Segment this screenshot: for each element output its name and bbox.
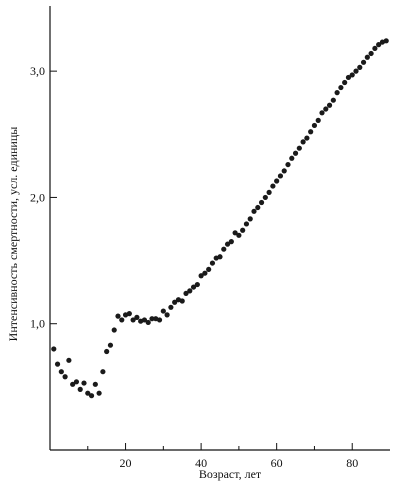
data-point [149,316,155,322]
data-point [232,230,238,236]
axes [49,6,390,451]
data-point [334,90,340,96]
data-point [281,168,287,174]
data-point [54,361,61,367]
data-point [130,317,136,323]
data-point [326,102,333,108]
data-point [364,54,370,60]
data-point [266,189,272,195]
data-point [100,369,106,375]
data-point [311,122,318,129]
tick-labels: 20 40 60 80 1,0 2,0 3,0 [30,64,358,470]
data-point [319,110,325,116]
data-point [277,173,284,179]
data-point [77,386,83,392]
data-point [88,393,95,399]
data-point [360,59,367,65]
data-point [349,72,355,78]
data-point [228,239,234,245]
data-point [160,308,166,314]
data-point [285,161,291,168]
data-point [66,357,72,363]
data-point [156,317,163,323]
data-point [304,135,310,141]
data-point [251,208,257,214]
x-tick-label: 60 [271,456,283,470]
data-point [270,183,276,189]
data-point [236,232,242,238]
data-point [217,254,223,260]
data-point [107,342,114,348]
data-point [96,390,102,396]
data-point [221,246,227,252]
data-point [383,38,389,44]
data-point [243,221,250,227]
data-point [345,74,352,81]
data-point [187,288,193,294]
data-point [372,45,378,52]
data-point [330,97,336,103]
data-point [240,227,246,233]
x-tick-label: 40 [195,456,207,470]
data-point [315,117,321,123]
ticks [50,70,353,450]
x-axis-title: Возраст, лет [199,467,262,481]
data-point [289,155,295,161]
data-point [357,64,363,70]
y-tick-label: 2,0 [30,190,45,204]
data-point [368,50,374,57]
data-point [145,319,151,326]
data-point [255,204,261,211]
data-point [164,312,170,318]
y-axis-title: Интенсивность смертности, усл. единицы [6,127,20,342]
data-point [353,68,359,74]
data-point [58,369,64,375]
data-point [126,311,132,317]
data-point [202,270,208,276]
y-tick-label: 1,0 [30,317,45,331]
data-point [111,327,117,333]
data-point [262,194,268,201]
data-point [51,346,57,352]
data-point [134,314,140,320]
data-point [119,317,125,323]
data-point [296,145,302,151]
x-tick-label: 20 [120,456,132,470]
data-point [300,139,306,145]
data-point [292,150,299,156]
data-point [308,129,314,135]
data-point [172,299,178,305]
data-point [198,273,204,279]
y-tick-label: 3,0 [30,64,45,78]
data-point [342,79,348,86]
data-point [85,390,91,396]
data-point [141,317,148,323]
data-point [323,106,329,112]
data-point [376,42,382,48]
data-point [247,216,253,222]
data-point [206,266,212,273]
data-point [62,374,68,380]
data-point [179,298,185,304]
x-tick-label: 80 [346,456,358,470]
data-point [338,84,344,91]
data-point [224,241,231,247]
data-point [209,260,216,266]
data-point [258,199,265,206]
data-point [168,304,174,310]
data-point [183,290,189,297]
data-point [104,348,110,355]
data-point [73,379,80,385]
data-point [92,381,98,387]
data-point [190,284,197,290]
data-point [81,380,87,386]
data-points [51,38,389,399]
data-point [194,281,200,288]
data-point [70,381,76,387]
data-point [274,178,280,184]
data-point [115,313,121,319]
